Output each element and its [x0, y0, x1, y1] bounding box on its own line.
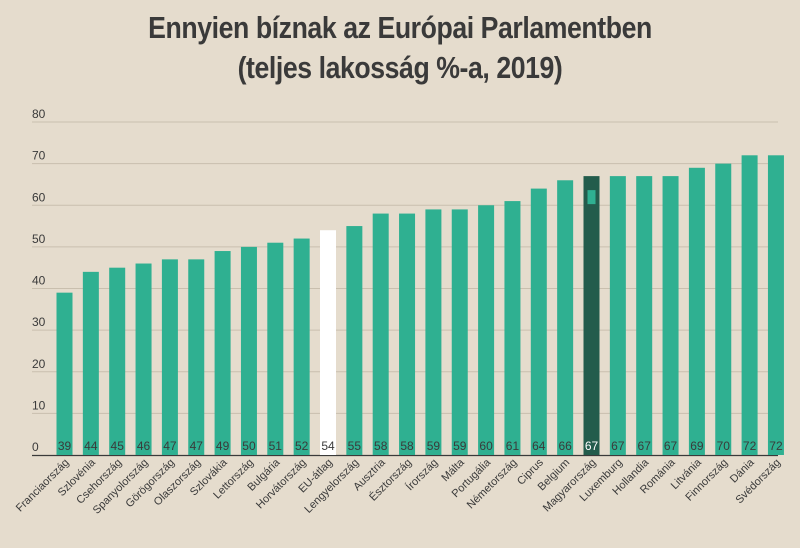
value-label: 66	[558, 439, 572, 453]
bar	[320, 230, 336, 455]
value-labels: 39 44 45 46 47 47 49 50 51 52 54 55 58 58 59 59 60 61 64 66…	[58, 439, 783, 453]
value-label: 67	[638, 439, 652, 453]
bar	[767, 155, 784, 456]
value-label: 61	[506, 439, 520, 453]
bar	[583, 176, 600, 456]
value-label: 67	[664, 439, 678, 453]
value-label: 46	[137, 439, 151, 453]
bar	[530, 188, 547, 455]
bar	[741, 155, 758, 456]
value-label: 44	[84, 439, 98, 453]
value-label: 64	[532, 439, 546, 453]
value-label: 47	[163, 439, 177, 453]
bar	[478, 205, 495, 455]
value-label: 72	[769, 439, 783, 453]
gridlines	[32, 121, 778, 457]
bar	[688, 167, 705, 455]
value-label: 59	[427, 439, 441, 453]
value-label: 69	[690, 439, 704, 453]
value-label: 51	[269, 439, 283, 453]
bar	[451, 209, 468, 455]
bar	[214, 251, 231, 455]
value-label: 67	[585, 439, 599, 453]
category-labels: FranciaországSzlovéniaCsehországSpanyolo…	[14, 456, 783, 517]
value-label: 52	[295, 439, 309, 453]
chart-title: Ennyien bíznak az Európai Parlamentben	[148, 10, 652, 45]
bar	[109, 267, 126, 455]
bar	[240, 246, 257, 455]
y-axis-ticks: 0 10 20 30 40 50 60 70 80	[32, 107, 46, 454]
bar	[161, 259, 178, 455]
chart-subtitle: (teljes lakosság %-a, 2019)	[237, 50, 563, 85]
y-tick-label: 40	[32, 274, 46, 288]
y-tick-label: 60	[32, 190, 46, 204]
value-label: 60	[479, 439, 493, 453]
value-label: 58	[374, 439, 388, 453]
value-label: 45	[111, 439, 125, 453]
bar	[188, 259, 205, 455]
y-tick-label: 20	[32, 357, 46, 371]
bar	[82, 271, 99, 455]
value-label: 49	[216, 439, 230, 453]
bar	[399, 213, 416, 455]
value-label: 50	[242, 439, 256, 453]
bar	[504, 201, 521, 455]
bar	[662, 176, 679, 456]
bar	[609, 176, 626, 456]
value-label: 55	[348, 439, 362, 453]
bar	[636, 176, 653, 456]
value-label: 47	[190, 439, 204, 453]
bar	[293, 238, 310, 455]
bar	[346, 226, 363, 455]
value-label: 59	[453, 439, 467, 453]
value-label: 67	[611, 439, 625, 453]
y-tick-label: 0	[32, 440, 39, 454]
bar	[425, 209, 442, 455]
value-label: 70	[717, 439, 731, 453]
bars	[56, 155, 784, 456]
value-label: 54	[321, 439, 335, 453]
bar	[715, 163, 732, 455]
y-tick-label: 70	[32, 149, 46, 163]
bar	[56, 292, 73, 455]
bar	[135, 263, 152, 455]
y-tick-label: 50	[32, 232, 46, 246]
bar	[372, 213, 389, 455]
highlight-marker	[587, 190, 596, 205]
y-tick-label: 30	[32, 315, 46, 329]
value-label: 72	[743, 439, 757, 453]
y-tick-label: 10	[32, 398, 46, 412]
bar	[557, 180, 574, 455]
value-label: 39	[58, 439, 72, 453]
y-tick-label: 80	[32, 107, 46, 121]
value-label: 58	[400, 439, 414, 453]
bar	[267, 242, 284, 455]
